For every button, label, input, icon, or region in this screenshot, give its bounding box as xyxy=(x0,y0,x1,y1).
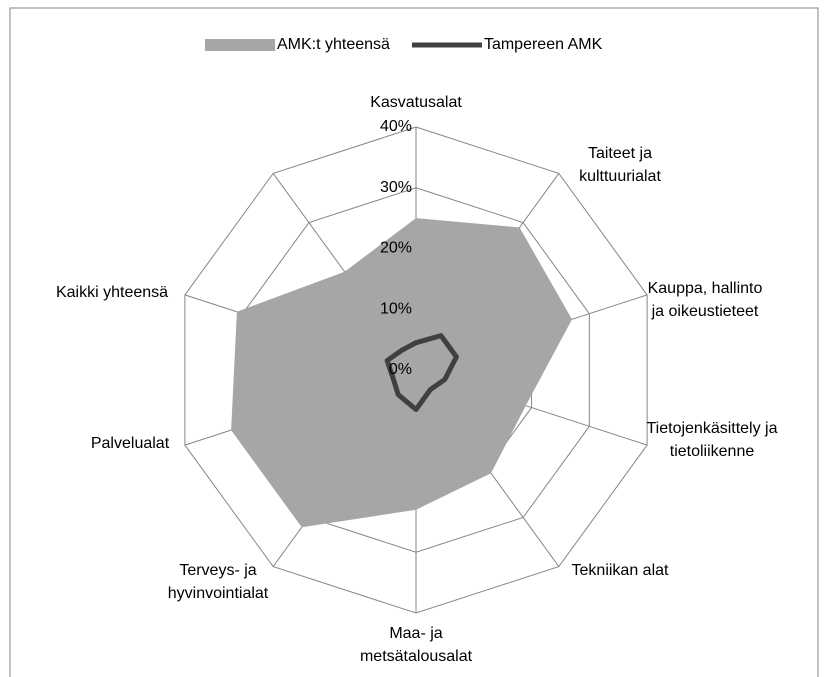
y-tick-label: 0% xyxy=(389,361,412,378)
line xyxy=(384,333,459,412)
category-label: Kaikki yhteensä xyxy=(55,283,169,301)
category-label: Maa- ja metsätalousalat xyxy=(359,625,473,665)
category-label: Kasvatusalat xyxy=(370,93,462,111)
y-tick-label: 10% xyxy=(380,300,412,317)
legend-label: Tampereen AMK xyxy=(484,36,603,53)
legend-swatch xyxy=(205,39,275,51)
legend-label: AMK:t yhteensä xyxy=(277,36,390,53)
category-label: Tietojenkäsittely ja tietoliikenne xyxy=(646,420,778,460)
category-label: Tekniikan alat xyxy=(571,561,669,579)
area xyxy=(231,218,572,528)
y-tick-label: 40% xyxy=(380,118,412,135)
y-tick-label: 30% xyxy=(380,179,412,196)
category-label: Terveys- ja hyvinvointialat xyxy=(167,562,269,602)
y-tick-label: 20% xyxy=(380,240,412,257)
category-label: Palvelualat xyxy=(90,434,170,452)
category-label: Taiteet ja kulttuurialat xyxy=(579,145,661,185)
category-label: Kauppa, hallinto ja oikeustieteet xyxy=(647,280,763,320)
